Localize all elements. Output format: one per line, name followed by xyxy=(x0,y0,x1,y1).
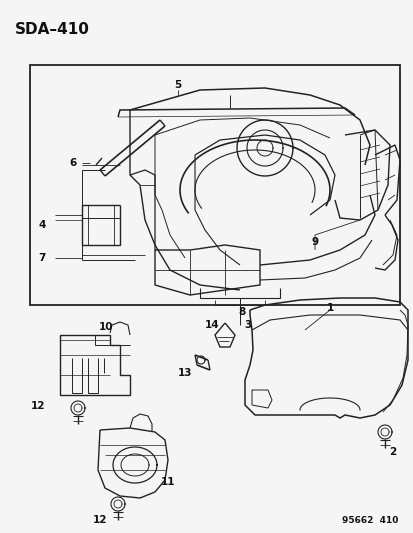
Text: 12: 12 xyxy=(93,515,107,525)
Text: 14: 14 xyxy=(204,320,219,330)
Text: 11: 11 xyxy=(160,477,175,487)
Text: 6: 6 xyxy=(69,158,76,168)
Text: 7: 7 xyxy=(38,253,45,263)
Text: 2: 2 xyxy=(389,447,396,457)
Text: 3: 3 xyxy=(244,320,251,330)
Text: 1: 1 xyxy=(325,303,333,313)
Text: 8: 8 xyxy=(238,307,245,317)
Text: 95662  410: 95662 410 xyxy=(341,516,397,525)
Bar xyxy=(30,65,399,305)
Text: 12: 12 xyxy=(31,401,45,411)
Text: 9: 9 xyxy=(311,237,318,247)
Text: SDA–410: SDA–410 xyxy=(15,22,90,37)
Text: 10: 10 xyxy=(99,322,113,332)
Text: 13: 13 xyxy=(177,368,192,378)
Text: 5: 5 xyxy=(174,80,181,90)
Text: 4: 4 xyxy=(38,220,45,230)
